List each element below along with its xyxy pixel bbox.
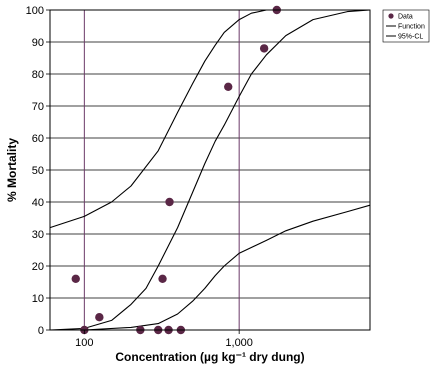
- y-tick-label: 50: [32, 165, 44, 177]
- y-tick-label: 90: [32, 37, 44, 49]
- legend-label-cl: 95%-CL: [398, 34, 423, 41]
- y-tick-label: 60: [32, 133, 44, 145]
- y-tick-label: 40: [32, 197, 44, 209]
- x-axis-title: Concentration (µg kg⁻¹ dry dung): [115, 350, 304, 364]
- y-tick-labels: 0 10 20 30 40 50 60 70 80 90 100: [26, 5, 50, 337]
- y-tick-label: 20: [32, 261, 44, 273]
- data-point: [165, 197, 174, 207]
- y-tick-label: 70: [32, 101, 44, 113]
- data-point: [158, 274, 167, 283]
- data-point: [71, 274, 80, 283]
- confidence-limit-curve: [50, 204, 371, 331]
- y-tick-label: 100: [26, 5, 44, 17]
- reference-lines: [83, 10, 240, 330]
- data-point: [224, 82, 233, 92]
- y-axis-title: % Mortality: [5, 138, 19, 202]
- data-points: [71, 5, 281, 335]
- y-tick-label: 0: [38, 325, 44, 337]
- confidence-limit-curve: [49, 9, 370, 229]
- legend-marker-data: [388, 13, 394, 19]
- legend-label-function: Function: [398, 24, 425, 31]
- legend-label-data: Data: [398, 14, 413, 21]
- x-tick-labels: 100 1,000: [75, 330, 253, 349]
- y-tick-label: 30: [32, 229, 44, 241]
- x-tick-label: 100: [75, 337, 93, 349]
- legend: Data Function 95%-CL: [382, 9, 430, 43]
- grid: [50, 41, 370, 299]
- data-point: [259, 44, 269, 53]
- x-tick-label: 1,000: [225, 337, 253, 349]
- y-tick-label: 10: [32, 293, 44, 305]
- y-tick-label: 80: [32, 69, 44, 81]
- function-curve: [49, 9, 371, 331]
- data-point: [95, 313, 104, 322]
